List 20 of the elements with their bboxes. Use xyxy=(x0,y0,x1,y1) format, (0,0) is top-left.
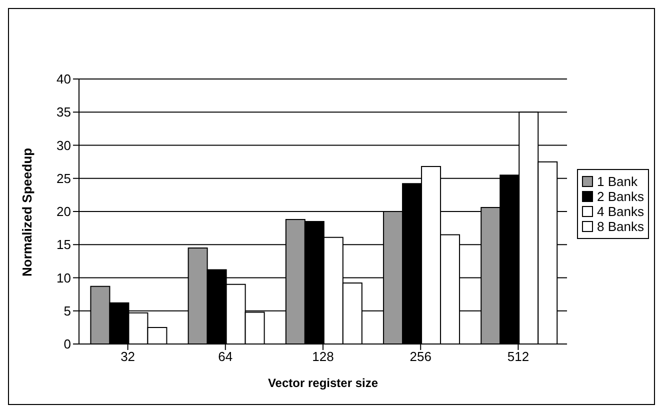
y-axis-title: Normalized Speedup xyxy=(20,148,35,276)
y-tick-label: 15 xyxy=(56,237,71,252)
y-tick-label: 40 xyxy=(56,72,71,87)
y-tick-label: 10 xyxy=(56,270,71,286)
x-tick-label: 128 xyxy=(312,349,334,364)
x-tick-label: 512 xyxy=(507,349,530,364)
y-tick-label: 30 xyxy=(56,138,71,153)
legend-label: 8 Banks xyxy=(597,219,644,234)
x-tick-label: 256 xyxy=(410,349,432,364)
y-tick-label: 0 xyxy=(64,336,71,352)
x-tick-label: 32 xyxy=(120,349,136,364)
legend-label: 1 Bank xyxy=(597,174,638,189)
legend-label: 2 Banks xyxy=(597,189,644,204)
y-tick-label: 20 xyxy=(56,204,71,220)
x-tick-label: 64 xyxy=(218,349,233,364)
y-tick-label: 35 xyxy=(56,104,71,120)
y-tick-label: 25 xyxy=(56,170,71,186)
x-axis-title: Vector register size xyxy=(268,376,378,390)
y-tick-label: 5 xyxy=(64,303,71,318)
legend-label: 4 Banks xyxy=(597,204,644,219)
